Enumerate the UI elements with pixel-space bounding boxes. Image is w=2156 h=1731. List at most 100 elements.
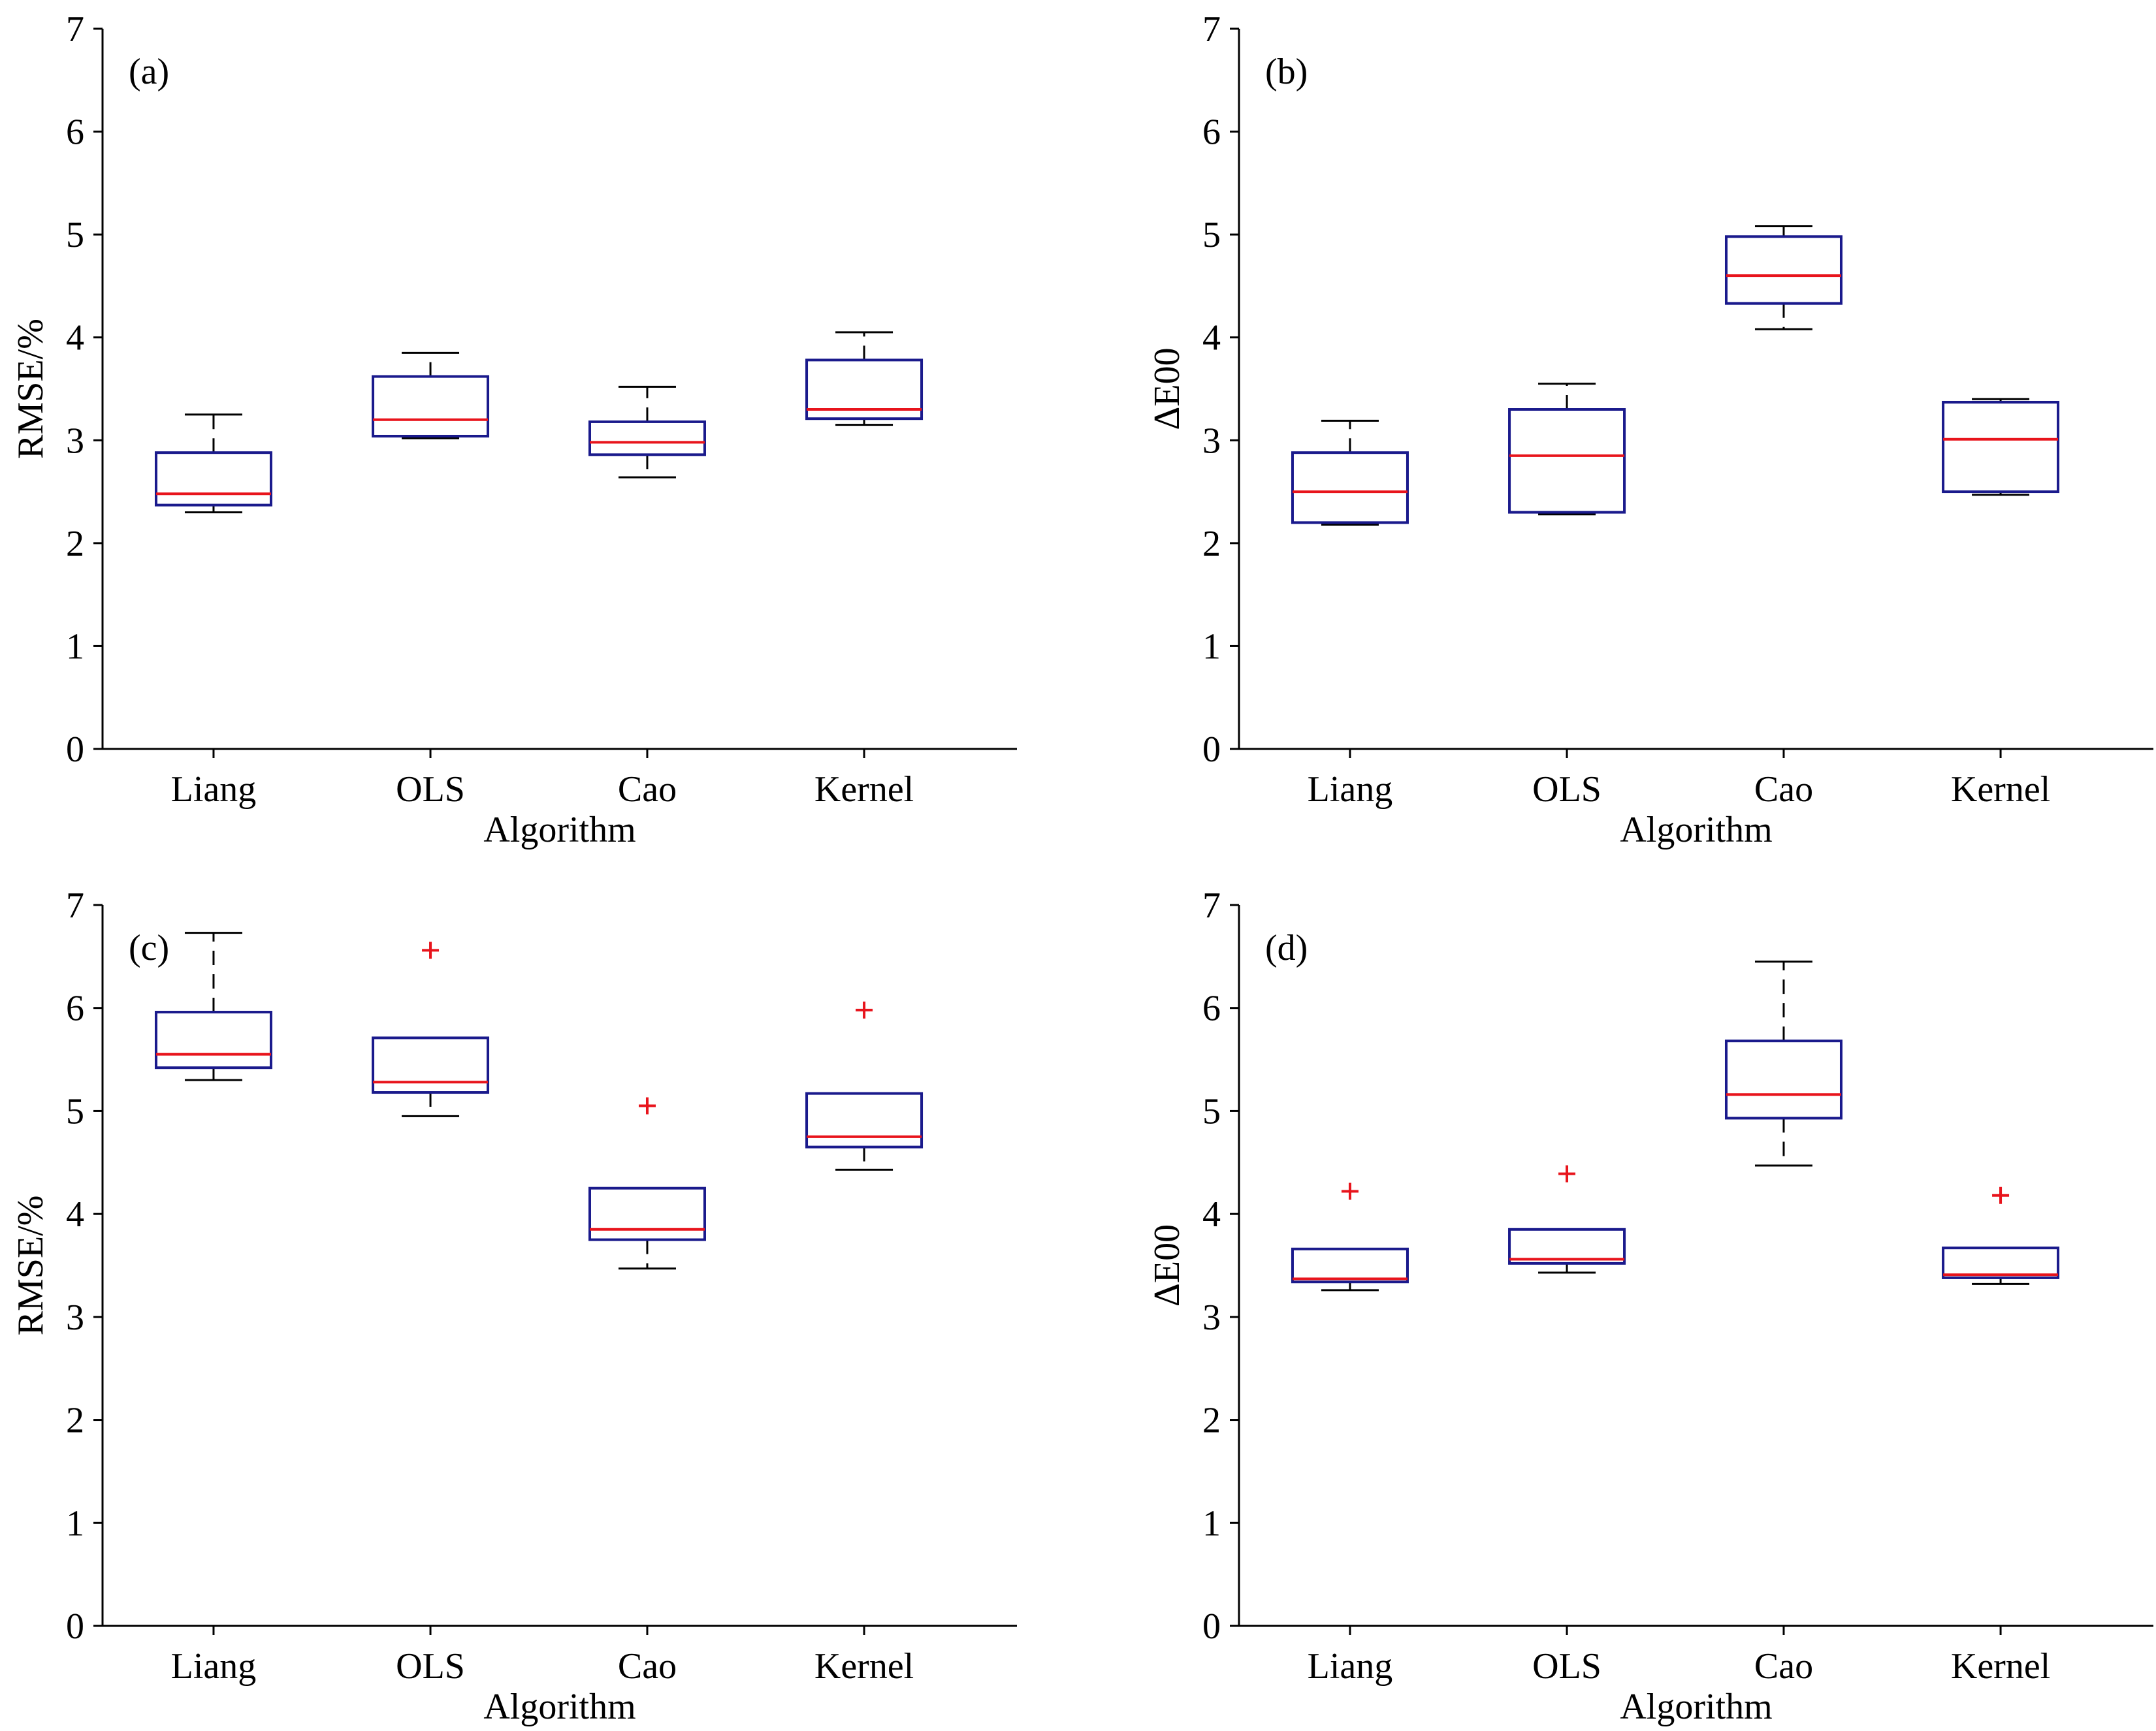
chart-panel-1: 0 1 2 3 4 5 6 7 Liang OLS Cao Kernel Algorithm RMSE/%…	[10, 9, 1017, 850]
outlier-marker	[1341, 1183, 1359, 1200]
box-cao	[588, 385, 706, 479]
box-kernel	[1942, 398, 2060, 496]
y-tick-label: 4	[1202, 1194, 1221, 1235]
x-tick-label: Cao	[1754, 769, 1813, 810]
y-tick-label: 6	[66, 112, 84, 153]
x-tick-label: Liang	[1308, 1646, 1393, 1687]
x-tick-label: Liang	[171, 1646, 257, 1687]
panel-label: (a)	[129, 52, 169, 92]
box-iqr	[1942, 1247, 2060, 1279]
box-iqr	[588, 1186, 706, 1241]
y-tick-label: 3	[1202, 421, 1221, 461]
x-axis-title: Algorithm	[1620, 810, 1772, 850]
y-tick-label: 0	[66, 729, 84, 770]
box-ols	[372, 942, 490, 1117]
panel-label: (b)	[1265, 52, 1308, 92]
chart-panel-4: 0 1 2 3 4 5 6 7 Liang OLS Cao Kernel Algorithm ΔE00 (d…	[1147, 885, 2153, 1727]
y-tick-label: 3	[1202, 1297, 1221, 1338]
chart-panel-2: 0 1 2 3 4 5 6 7 Liang OLS Cao Kernel Algorithm ΔE00 (b…	[1147, 9, 2153, 850]
x-axis-title: Algorithm	[483, 810, 636, 850]
y-tick-label: 2	[1202, 524, 1221, 564]
box-liang	[1291, 419, 1409, 526]
box-iqr	[372, 1036, 490, 1094]
box-iqr	[1291, 1247, 1409, 1284]
panel-label: (c)	[129, 928, 169, 968]
outlier-marker	[1558, 1165, 1576, 1183]
box-iqr	[1291, 451, 1409, 524]
y-tick-label: 1	[1202, 626, 1221, 667]
box-ols	[1508, 383, 1626, 516]
box-iqr	[805, 1092, 924, 1149]
box-iqr	[372, 375, 490, 437]
box-liang	[154, 413, 272, 514]
box-iqr	[1724, 1040, 1842, 1120]
x-tick-label: Kernel	[814, 769, 914, 810]
y-tick-label: 6	[1202, 989, 1221, 1029]
y-tick-label: 7	[66, 885, 84, 926]
y-tick-label: 2	[66, 1401, 84, 1441]
x-axis-title: Algorithm	[1620, 1687, 1772, 1727]
box-iqr	[154, 451, 272, 507]
x-tick-label: Cao	[618, 769, 677, 810]
chart-panel-3: 0 1 2 3 4 5 6 7 Liang OLS Cao Kernel Algorithm RMSE/%…	[10, 885, 1017, 1727]
x-tick-label: OLS	[396, 769, 465, 810]
y-tick-label: 7	[1202, 885, 1221, 926]
y-axis-title: RMSE/%	[10, 1196, 51, 1336]
y-tick-label: 1	[1202, 1503, 1221, 1544]
x-tick-label: Kernel	[1951, 769, 2050, 810]
box-cao	[588, 1097, 706, 1270]
y-axis-title: ΔE00	[1147, 1224, 1187, 1307]
y-tick-label: 2	[1202, 1401, 1221, 1441]
y-tick-label: 1	[66, 1503, 84, 1544]
box-cao	[1724, 961, 1842, 1167]
outlier-marker	[638, 1097, 656, 1115]
outlier-marker	[856, 1001, 873, 1019]
box-iqr	[805, 358, 924, 421]
box-liang	[1291, 1183, 1409, 1292]
y-tick-label: 5	[1202, 215, 1221, 255]
box-kernel	[805, 331, 924, 426]
x-axis-title: Algorithm	[483, 1687, 636, 1727]
x-tick-label: OLS	[1532, 769, 1601, 810]
box-iqr	[1942, 400, 2060, 494]
y-tick-label: 3	[66, 1297, 84, 1338]
box-kernel	[1942, 1186, 2060, 1285]
x-tick-label: Cao	[618, 1646, 677, 1687]
x-tick-label: OLS	[1532, 1646, 1601, 1687]
y-axis-title: ΔE00	[1147, 347, 1187, 430]
y-tick-label: 5	[66, 215, 84, 255]
x-tick-label: OLS	[396, 1646, 465, 1687]
box-ols	[1508, 1165, 1626, 1274]
y-tick-label: 0	[66, 1606, 84, 1647]
y-tick-label: 7	[1202, 9, 1221, 50]
y-tick-label: 3	[66, 421, 84, 461]
y-tick-label: 1	[66, 626, 84, 667]
outlier-marker	[422, 942, 440, 959]
box-iqr	[1508, 1228, 1626, 1265]
x-tick-label: Cao	[1754, 1646, 1813, 1687]
y-tick-label: 4	[1202, 318, 1221, 358]
y-tick-label: 0	[1202, 729, 1221, 770]
y-tick-label: 4	[66, 318, 84, 358]
box-cao	[1724, 225, 1842, 330]
y-tick-label: 6	[66, 989, 84, 1029]
x-tick-label: Kernel	[814, 1646, 914, 1687]
box-liang	[154, 932, 272, 1081]
y-tick-label: 6	[1202, 112, 1221, 153]
x-tick-label: Kernel	[1951, 1646, 2050, 1687]
panel-label: (d)	[1265, 928, 1308, 968]
y-tick-label: 2	[66, 524, 84, 564]
x-tick-label: Liang	[171, 769, 257, 810]
box-iqr	[154, 1011, 272, 1070]
box-iqr	[1508, 408, 1626, 514]
y-axis-title: RMSE/%	[10, 319, 51, 459]
y-tick-label: 7	[66, 9, 84, 50]
y-tick-label: 5	[66, 1091, 84, 1132]
box-kernel	[805, 1001, 924, 1171]
y-tick-label: 4	[66, 1194, 84, 1235]
box-iqr	[588, 420, 706, 456]
box-iqr	[1724, 235, 1842, 305]
y-tick-label: 5	[1202, 1091, 1221, 1132]
box-ols	[372, 351, 490, 439]
